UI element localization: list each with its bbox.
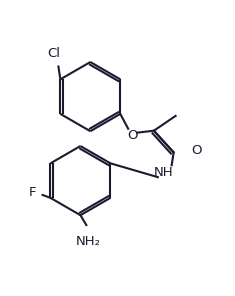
Text: O: O [127,129,137,142]
Text: Cl: Cl [47,46,60,59]
Text: NH₂: NH₂ [76,235,101,248]
Text: NH: NH [154,166,174,179]
Text: O: O [192,144,202,157]
Text: F: F [29,186,37,200]
